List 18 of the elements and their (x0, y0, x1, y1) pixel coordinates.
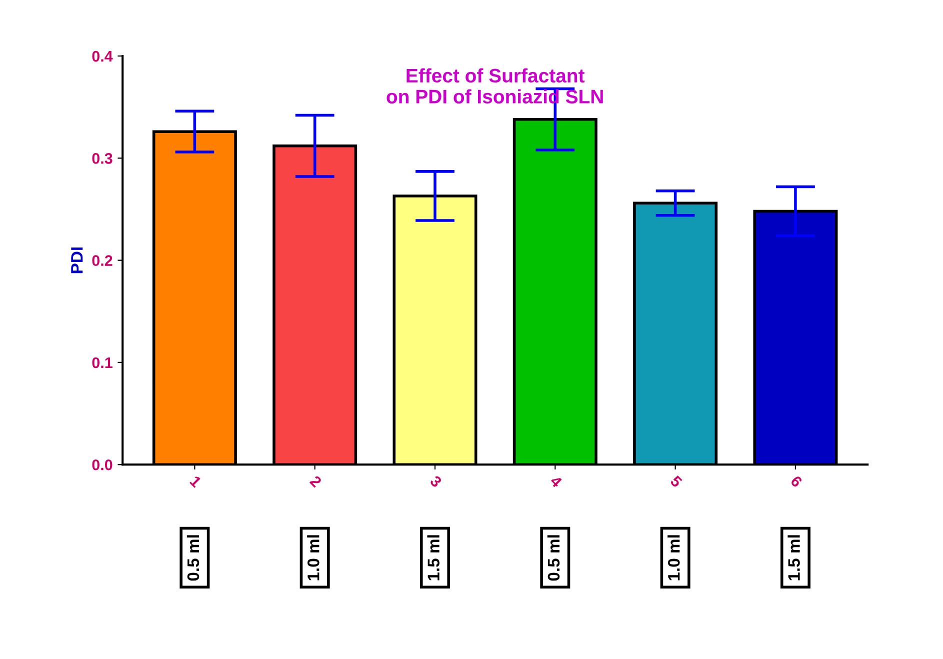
text: 1.0 ml (307, 535, 320, 580)
x-tick-label: 1 (190, 475, 202, 488)
x-tick-label: 2 (309, 474, 322, 488)
y-tick-label: 0.2 (92, 255, 112, 266)
y-tick-label: 0.1 (92, 357, 112, 368)
y-axis-title: PDI (71, 248, 83, 274)
y-tick-label: 0.0 (92, 459, 112, 470)
text: 1.5 ml (427, 535, 440, 580)
y-tick-label: 0.4 (92, 50, 113, 62)
y-tick-label: 0.3 (92, 153, 112, 164)
text: 1.5 ml (788, 535, 800, 580)
x-tick-label: 3 (429, 474, 442, 488)
x-tick-label: 5 (670, 475, 683, 488)
x-tick-label: 6 (790, 474, 803, 488)
text: 0.5 ml (547, 535, 560, 581)
text: 1.0 ml (668, 535, 680, 580)
x-tick-label: 4 (550, 474, 563, 488)
text: 0.5 ml (186, 535, 200, 581)
